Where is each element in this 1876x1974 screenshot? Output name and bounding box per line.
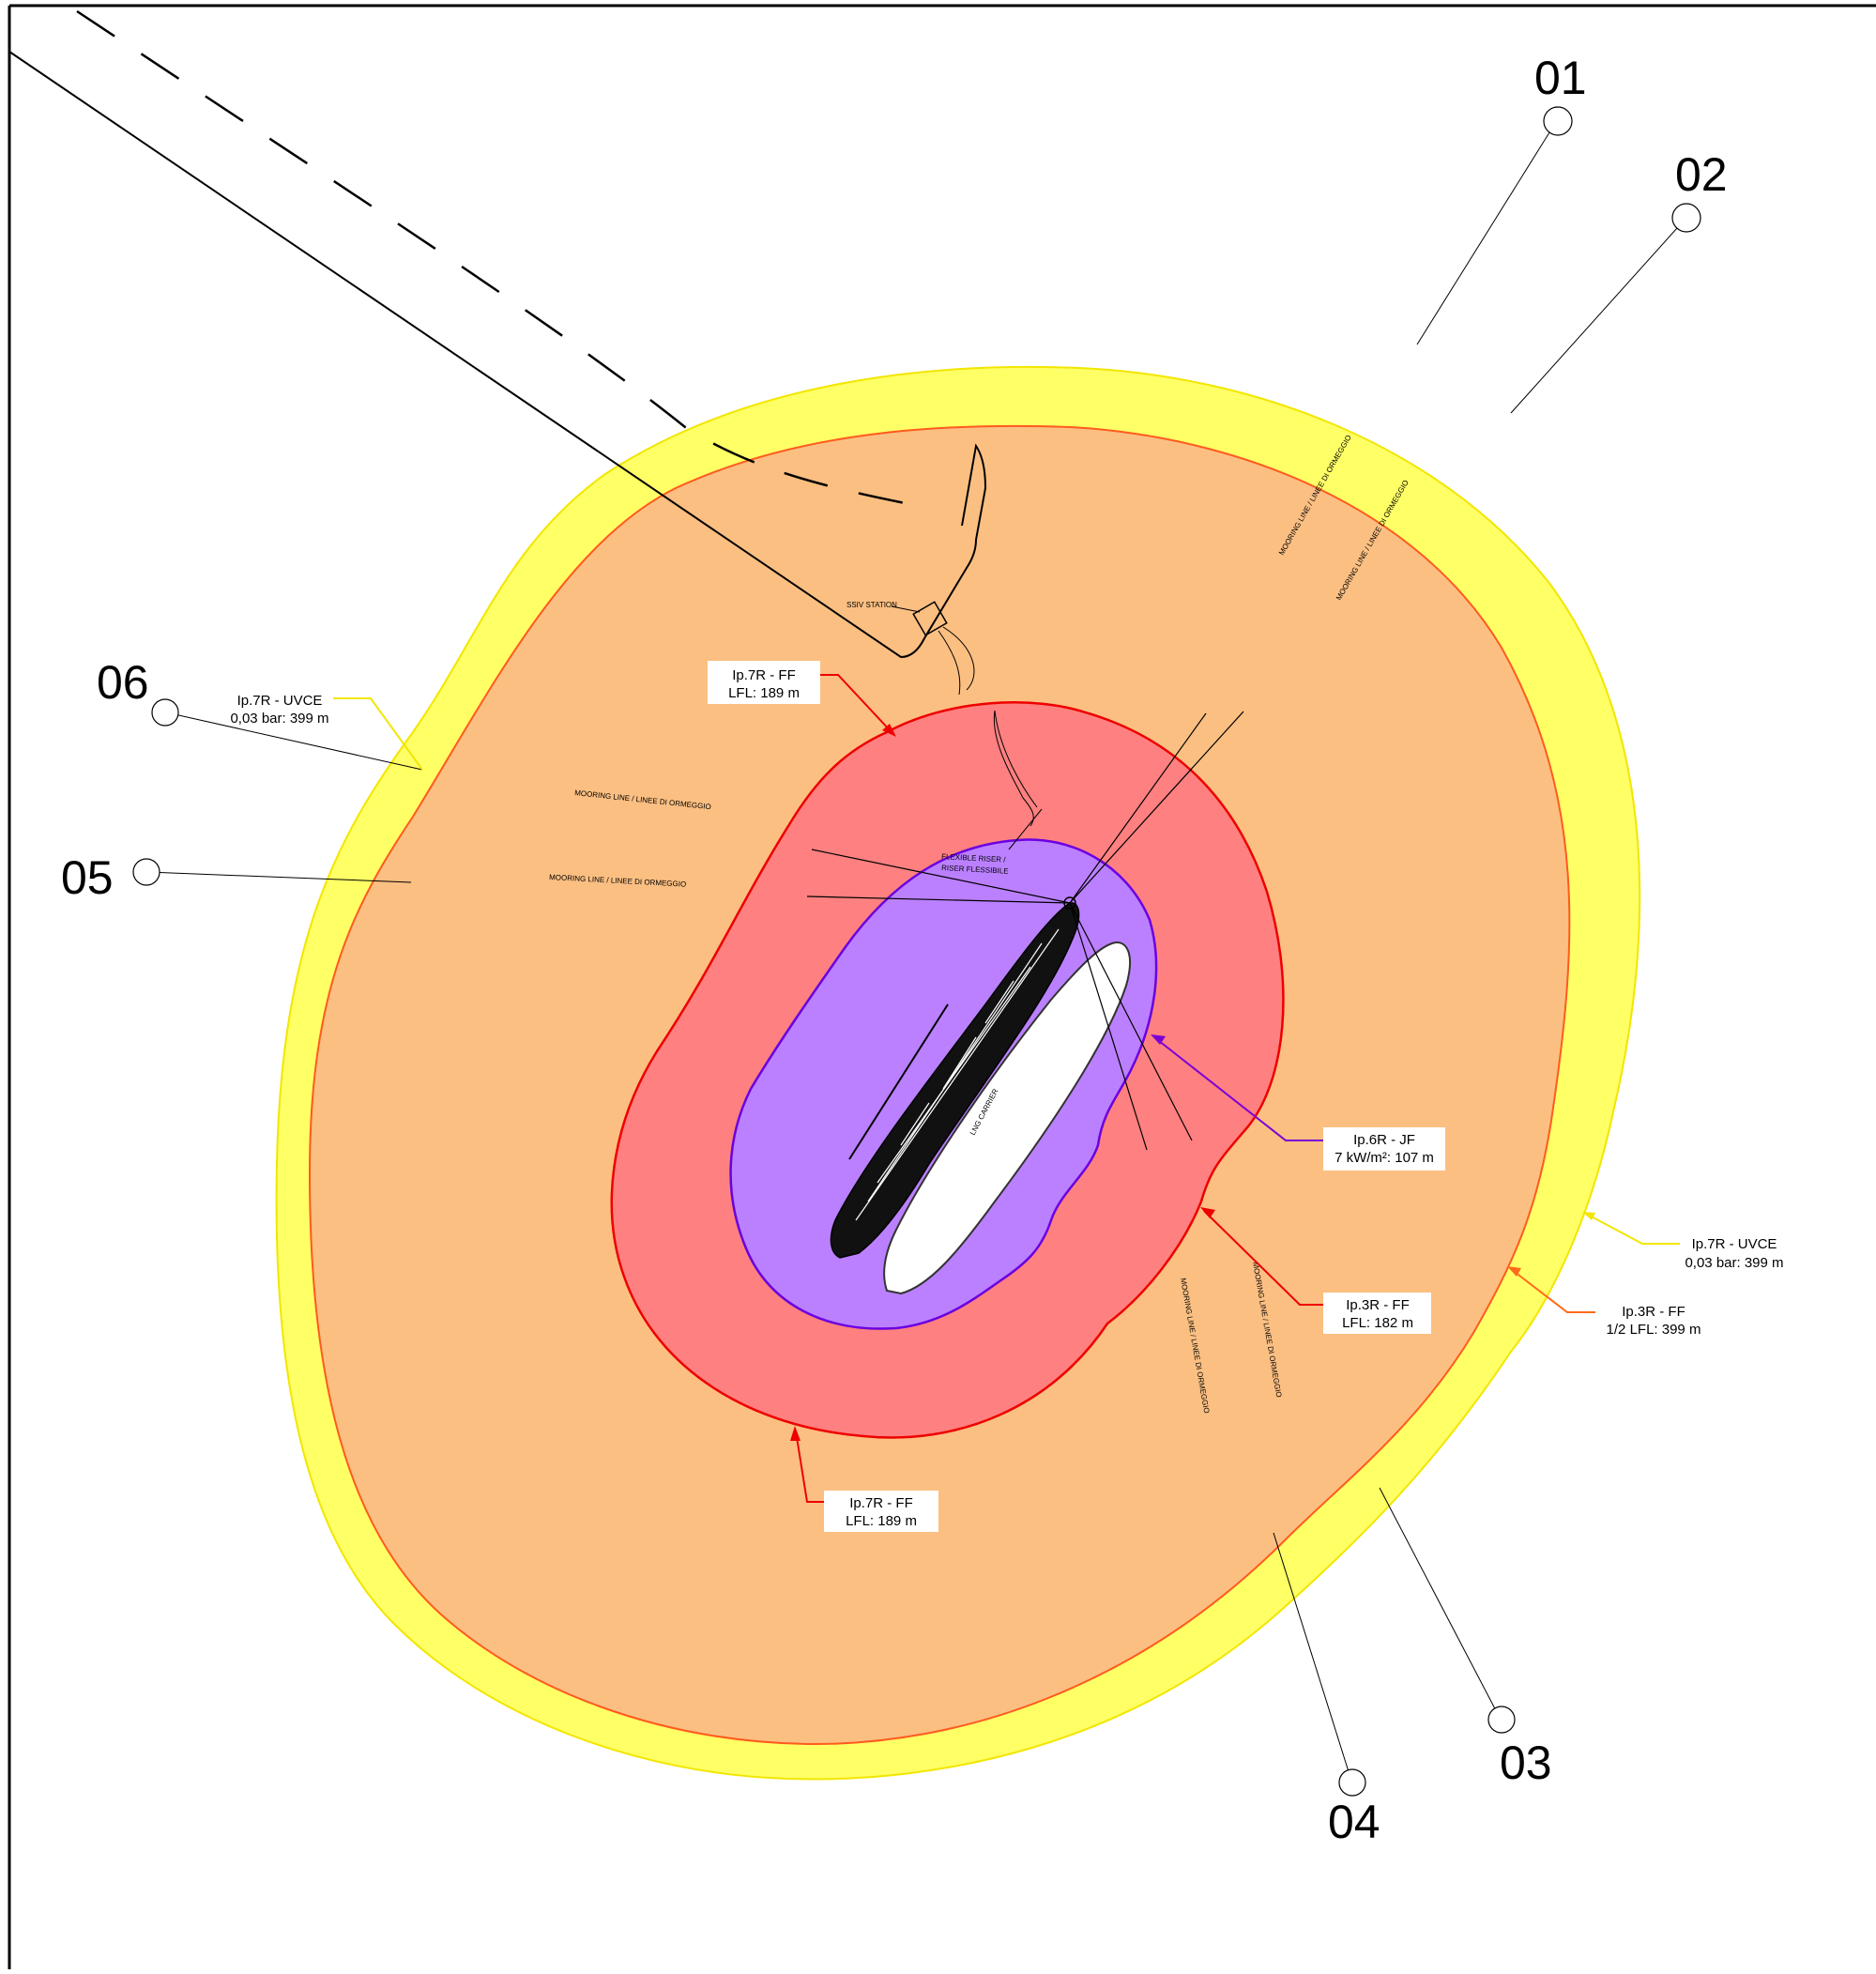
ip6r-jf-leader bbox=[1153, 1036, 1323, 1141]
ip3r-ff-inner-arrow bbox=[1200, 1207, 1215, 1218]
ssiv-station-label: SSIV STATION bbox=[846, 601, 897, 609]
callout-ip3r-ff-outer-line1: Ip.3R - FF bbox=[1622, 1304, 1685, 1320]
mooring-lines bbox=[806, 711, 1244, 1151]
drawing-frame bbox=[8, 4, 1876, 1969]
callout-ip3r-ff-outer-line2: 1/2 LFL: 399 m bbox=[1607, 1322, 1701, 1338]
ip6r-jf-arrow bbox=[1151, 1034, 1166, 1045]
ip7r-uvce-right-leader bbox=[1585, 1213, 1680, 1245]
point-02-label: 02 bbox=[1675, 148, 1728, 201]
point-04-label: 04 bbox=[1328, 1796, 1380, 1848]
callout-ip3r-ff-inner-line2: LFL: 182 m bbox=[1342, 1315, 1413, 1331]
callout-ip7r-uvce-left: Ip.7R - UVCE 0,03 bar: 399 m bbox=[230, 693, 328, 727]
ssiv-leader bbox=[891, 605, 921, 613]
callout-ip7r-ff-top: Ip.7R - FF LFL: 189 m bbox=[708, 661, 820, 704]
callout-ip6r-jf-line1: Ip.6R - JF bbox=[1353, 1132, 1415, 1148]
pipeline-dashed bbox=[76, 9, 935, 511]
lng-carrier-hull bbox=[883, 941, 1131, 1295]
callout-ip7r-ff-top-line2: LFL: 189 m bbox=[728, 685, 800, 701]
point-06: 06 bbox=[97, 656, 423, 771]
point-06-label: 06 bbox=[97, 656, 149, 709]
callout-ip7r-uvce-left-line1: Ip.7R - UVCE bbox=[237, 693, 323, 709]
ip3r-ff-inner-leader bbox=[1203, 1210, 1323, 1306]
riser-to-turret bbox=[993, 710, 1038, 827]
ip7r-ff-bottom-arrow bbox=[790, 1426, 801, 1441]
point-05-label: 05 bbox=[61, 851, 114, 904]
ip7r-uvce-left-leader bbox=[333, 697, 423, 771]
ip7r-ff-top-leader bbox=[819, 674, 892, 733]
point-01-label: 01 bbox=[1534, 52, 1587, 104]
flexible-riser-label-1: FLEXIBLE RISER / bbox=[941, 852, 1007, 865]
flexible-riser-label-2: RISER FLESSIBILE bbox=[941, 864, 1009, 876]
fsru-vessel bbox=[830, 902, 1080, 1259]
callout-ip7r-uvce-right-line1: Ip.7R - UVCE bbox=[1692, 1236, 1777, 1252]
callout-ip3r-ff-inner: Ip.3R - FF LFL: 182 m bbox=[1323, 1293, 1431, 1334]
ip7r-uvce-right-arrow bbox=[1582, 1212, 1595, 1220]
callout-ip7r-ff-bottom-line1: Ip.7R - FF bbox=[849, 1495, 913, 1511]
callout-ip7r-ff-bottom-line2: LFL: 189 m bbox=[846, 1513, 917, 1529]
ip3r-ff-outer-leader bbox=[1510, 1268, 1595, 1313]
ssiv-station-box bbox=[912, 601, 948, 636]
callout-ip6r-jf: Ip.6R - JF 7 kW/m²: 107 m bbox=[1323, 1127, 1445, 1171]
callout-ip3r-ff-outer: Ip.3R - FF 1/2 LFL: 399 m bbox=[1607, 1304, 1701, 1338]
callout-ip7r-ff-top-line1: Ip.7R - FF bbox=[732, 667, 796, 683]
point-05: 05 bbox=[61, 851, 412, 904]
riser-leader bbox=[1008, 808, 1043, 850]
callout-ip6r-jf-line2: 7 kW/m²: 107 m bbox=[1335, 1150, 1434, 1166]
point-02: 02 bbox=[1510, 148, 1728, 414]
point-03-label: 03 bbox=[1500, 1737, 1552, 1789]
ip7r-ff-top-arrow bbox=[882, 724, 896, 737]
point-01: 01 bbox=[1416, 52, 1587, 345]
point-03: 03 bbox=[1379, 1487, 1552, 1789]
callout-ip3r-ff-inner-line1: Ip.3R - FF bbox=[1346, 1297, 1410, 1313]
callout-ip7r-ff-bottom: Ip.7R - FF LFL: 189 m bbox=[824, 1491, 938, 1532]
fsru-deck-detail bbox=[855, 928, 1060, 1221]
pipeline-solid bbox=[8, 51, 987, 659]
callout-ip7r-uvce-right: Ip.7R - UVCE 0,03 bar: 399 m bbox=[1685, 1236, 1783, 1271]
flexible-riser-line bbox=[938, 626, 975, 696]
callout-ip7r-uvce-right-line2: 0,03 bar: 399 m bbox=[1685, 1255, 1783, 1271]
ip7r-ff-bottom-leader bbox=[795, 1431, 824, 1503]
fsru-side-line bbox=[848, 1003, 949, 1160]
point-04: 04 bbox=[1273, 1532, 1380, 1848]
ip3r-ff-outer-arrow bbox=[1507, 1266, 1521, 1277]
callout-ip7r-uvce-left-line2: 0,03 bar: 399 m bbox=[230, 711, 328, 727]
